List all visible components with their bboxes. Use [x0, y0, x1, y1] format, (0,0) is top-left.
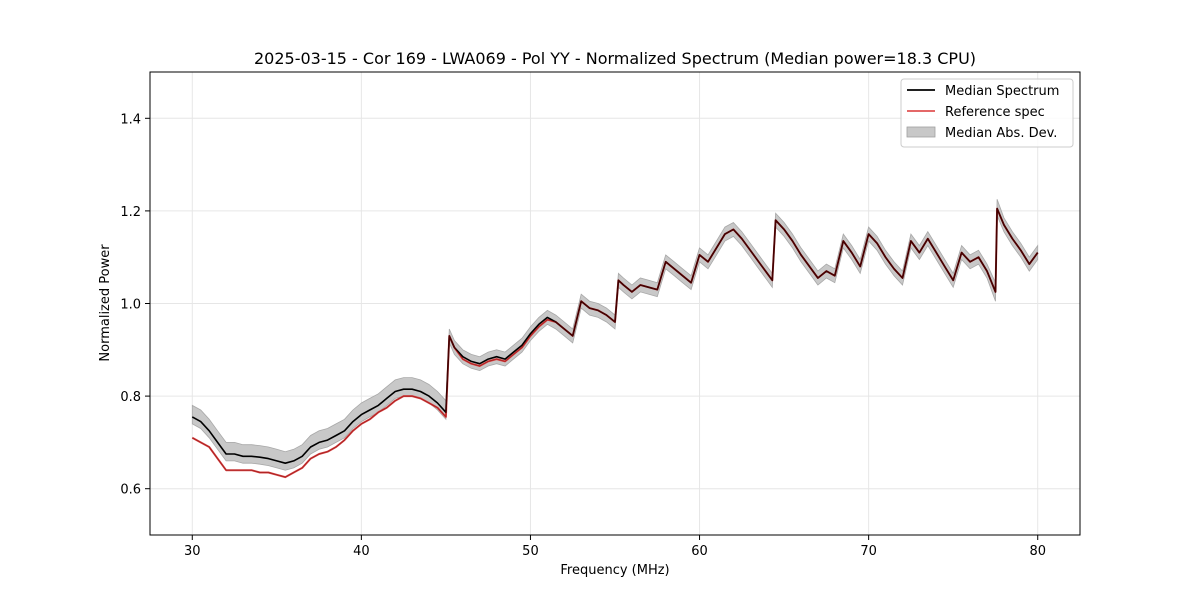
- mad-band-layer: [191, 199, 1039, 471]
- y-axis-ticks: 0.6 0.8 1.0 1.2 1.4: [120, 112, 150, 498]
- x-tick-label: 50: [522, 544, 539, 559]
- mad-band: [191, 199, 1039, 471]
- x-axis-label: Frequency (MHz): [560, 563, 669, 578]
- x-axis-ticks: 30 40 50 60 70 80: [184, 535, 1046, 559]
- y-tick-label: 1.0: [120, 298, 141, 313]
- y-tick-label: 1.4: [120, 112, 141, 127]
- x-tick-label: 60: [691, 544, 708, 559]
- legend-box: [900, 78, 1074, 148]
- median-series-layer: [191, 207, 1039, 478]
- x-tick-label: 40: [353, 544, 370, 559]
- legend-reference-label: Reference spec: [945, 105, 1045, 120]
- x-tick-label: 80: [1029, 544, 1046, 559]
- reference-overlap-line: [192, 208, 1039, 478]
- y-tick-label: 0.8: [120, 390, 141, 405]
- legend-mad-label: Median Abs. Dev.: [945, 126, 1057, 141]
- legend: Median Spectrum Reference spec Median Ab…: [900, 78, 1074, 148]
- y-tick-label: 1.2: [120, 205, 141, 220]
- legend-mad-swatch: [906, 126, 936, 138]
- x-tick-label: 30: [184, 544, 201, 559]
- y-axis-label: Normalized Power: [98, 244, 113, 362]
- chart-title: 2025-03-15 - Cor 169 - LWA069 - Pol YY -…: [254, 49, 976, 68]
- x-tick-label: 70: [860, 544, 877, 559]
- legend-median-label: Median Spectrum: [945, 84, 1059, 99]
- y-tick-label: 0.6: [120, 483, 141, 498]
